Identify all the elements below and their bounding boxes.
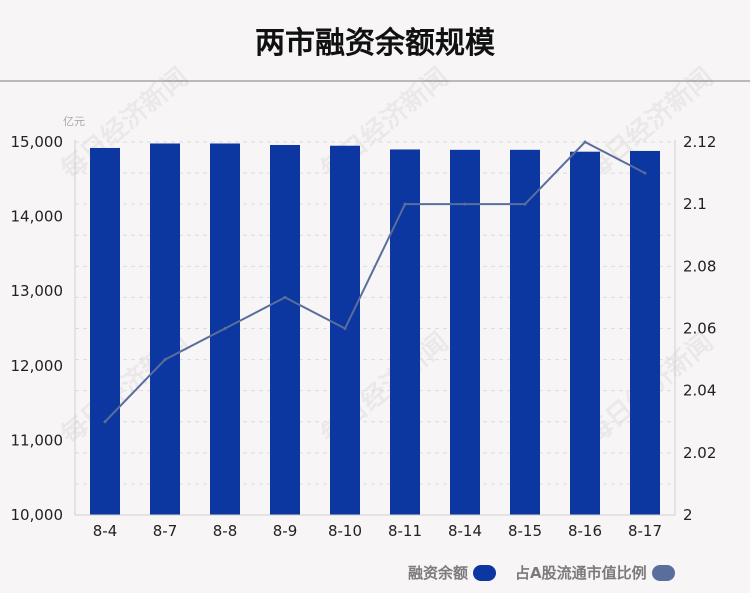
- bar: [450, 149, 480, 515]
- x-tick-label: 8-8: [213, 522, 238, 540]
- x-tick-label: 8-17: [628, 522, 662, 540]
- x-tick-label: 8-4: [93, 522, 118, 540]
- legend-item-balance: 融资余额: [408, 562, 497, 583]
- x-tick-label: 8-15: [508, 522, 542, 540]
- y-left-tick-label: 14,000: [11, 208, 64, 226]
- ratio-point: [463, 202, 467, 206]
- bar: [570, 151, 600, 515]
- y-right-tick-label: 2.04: [683, 382, 716, 400]
- y-left-tick-label: 13,000: [11, 282, 64, 300]
- chart-title: 两市融资余额规模: [255, 26, 495, 61]
- ratio-point: [523, 202, 527, 206]
- y-right-tick-label: 2.12: [683, 133, 716, 151]
- y-right-tick-label: 2.06: [683, 320, 716, 338]
- ratio-line: [104, 140, 646, 423]
- y-right-tick-label: 2.02: [683, 444, 716, 462]
- x-tick-label: 8-10: [328, 522, 362, 540]
- ratio-point: [103, 420, 107, 424]
- ratio-point: [583, 140, 587, 144]
- legend-label-ratio: 占A股流通市值比例: [515, 564, 647, 582]
- ratio-point: [223, 327, 227, 330]
- y-left-tick-label: 12,000: [11, 357, 64, 375]
- y-left-tick-label: 10,000: [11, 506, 64, 524]
- legend-swatch-balance: [473, 564, 497, 581]
- line-series: [103, 140, 647, 424]
- y-right-tick-label: 2.1: [683, 195, 707, 213]
- legend-item-ratio: 占A股流通市值比例: [515, 562, 675, 583]
- ratio-point: [403, 202, 407, 206]
- bar-series: [90, 143, 660, 516]
- x-tick-label: 8-9: [273, 522, 298, 540]
- y-left-unit: 亿元: [63, 115, 85, 128]
- legend-swatch-ratio: [651, 564, 675, 581]
- y-right-tick-label: 2: [683, 506, 693, 524]
- bar: [90, 147, 120, 515]
- bar: [510, 149, 540, 515]
- y-right-tick-label: 2.08: [683, 257, 716, 275]
- y-left-tick-label: 11,000: [11, 431, 64, 449]
- header-divider: [0, 80, 750, 82]
- ratio-point: [163, 358, 167, 362]
- legend: 融资余额 占A股流通市值比例: [0, 562, 750, 586]
- ratio-point: [343, 327, 347, 330]
- x-tick-label: 8-14: [448, 522, 482, 540]
- axes: 10,000 11,000 12,000 13,000 14,000 15,000 亿元 2 2…: [11, 115, 717, 540]
- ratio-point: [643, 171, 647, 175]
- x-tick-label: 8-16: [568, 522, 602, 540]
- x-tick-label: 8-11: [388, 522, 422, 540]
- bar: [330, 145, 360, 516]
- bar: [390, 149, 420, 515]
- x-tick-label: 8-7: [153, 522, 178, 540]
- bar: [150, 143, 180, 515]
- legend-label-balance: 融资余额: [408, 564, 469, 582]
- ratio-point: [283, 295, 287, 299]
- bar: [630, 150, 660, 515]
- bar: [270, 144, 300, 515]
- y-left-tick-label: 15,000: [11, 133, 64, 151]
